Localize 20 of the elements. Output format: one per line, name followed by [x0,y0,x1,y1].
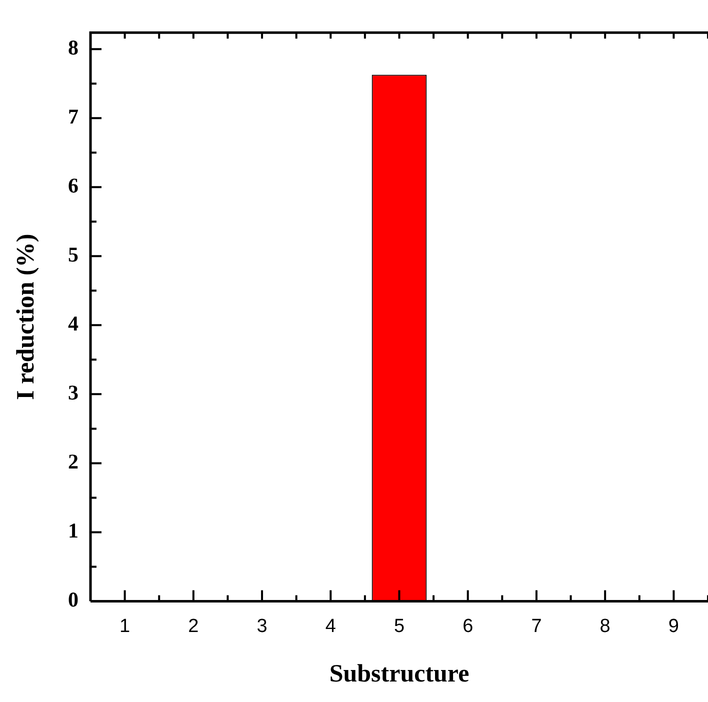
y-tick-label: 7 [68,104,78,129]
x-tick-label: 8 [600,616,610,637]
x-tick-label: 9 [668,616,679,637]
x-axis-title: Substructure [329,660,470,688]
y-tick-label: 1 [68,518,78,543]
x-tick-label: 1 [120,616,130,637]
y-tick-label: 5 [68,242,78,267]
y-tick-label: 0 [68,588,78,612]
x-tick-label: 5 [394,616,405,637]
x-tick-label: 7 [531,616,542,637]
y-tick-label: 6 [68,174,78,198]
x-tick-label: 4 [325,616,336,637]
x-tick-label: 3 [256,616,268,637]
y-axis-title: I reduction (%) [12,234,40,400]
y-tick-label: 4 [68,312,79,336]
y-tick-label: 2 [68,450,78,474]
y-tick-label: 8 [68,36,78,60]
x-tick-label: 2 [188,616,199,637]
y-tick-label: 3 [68,380,78,405]
x-tick-label: 6 [462,616,474,637]
